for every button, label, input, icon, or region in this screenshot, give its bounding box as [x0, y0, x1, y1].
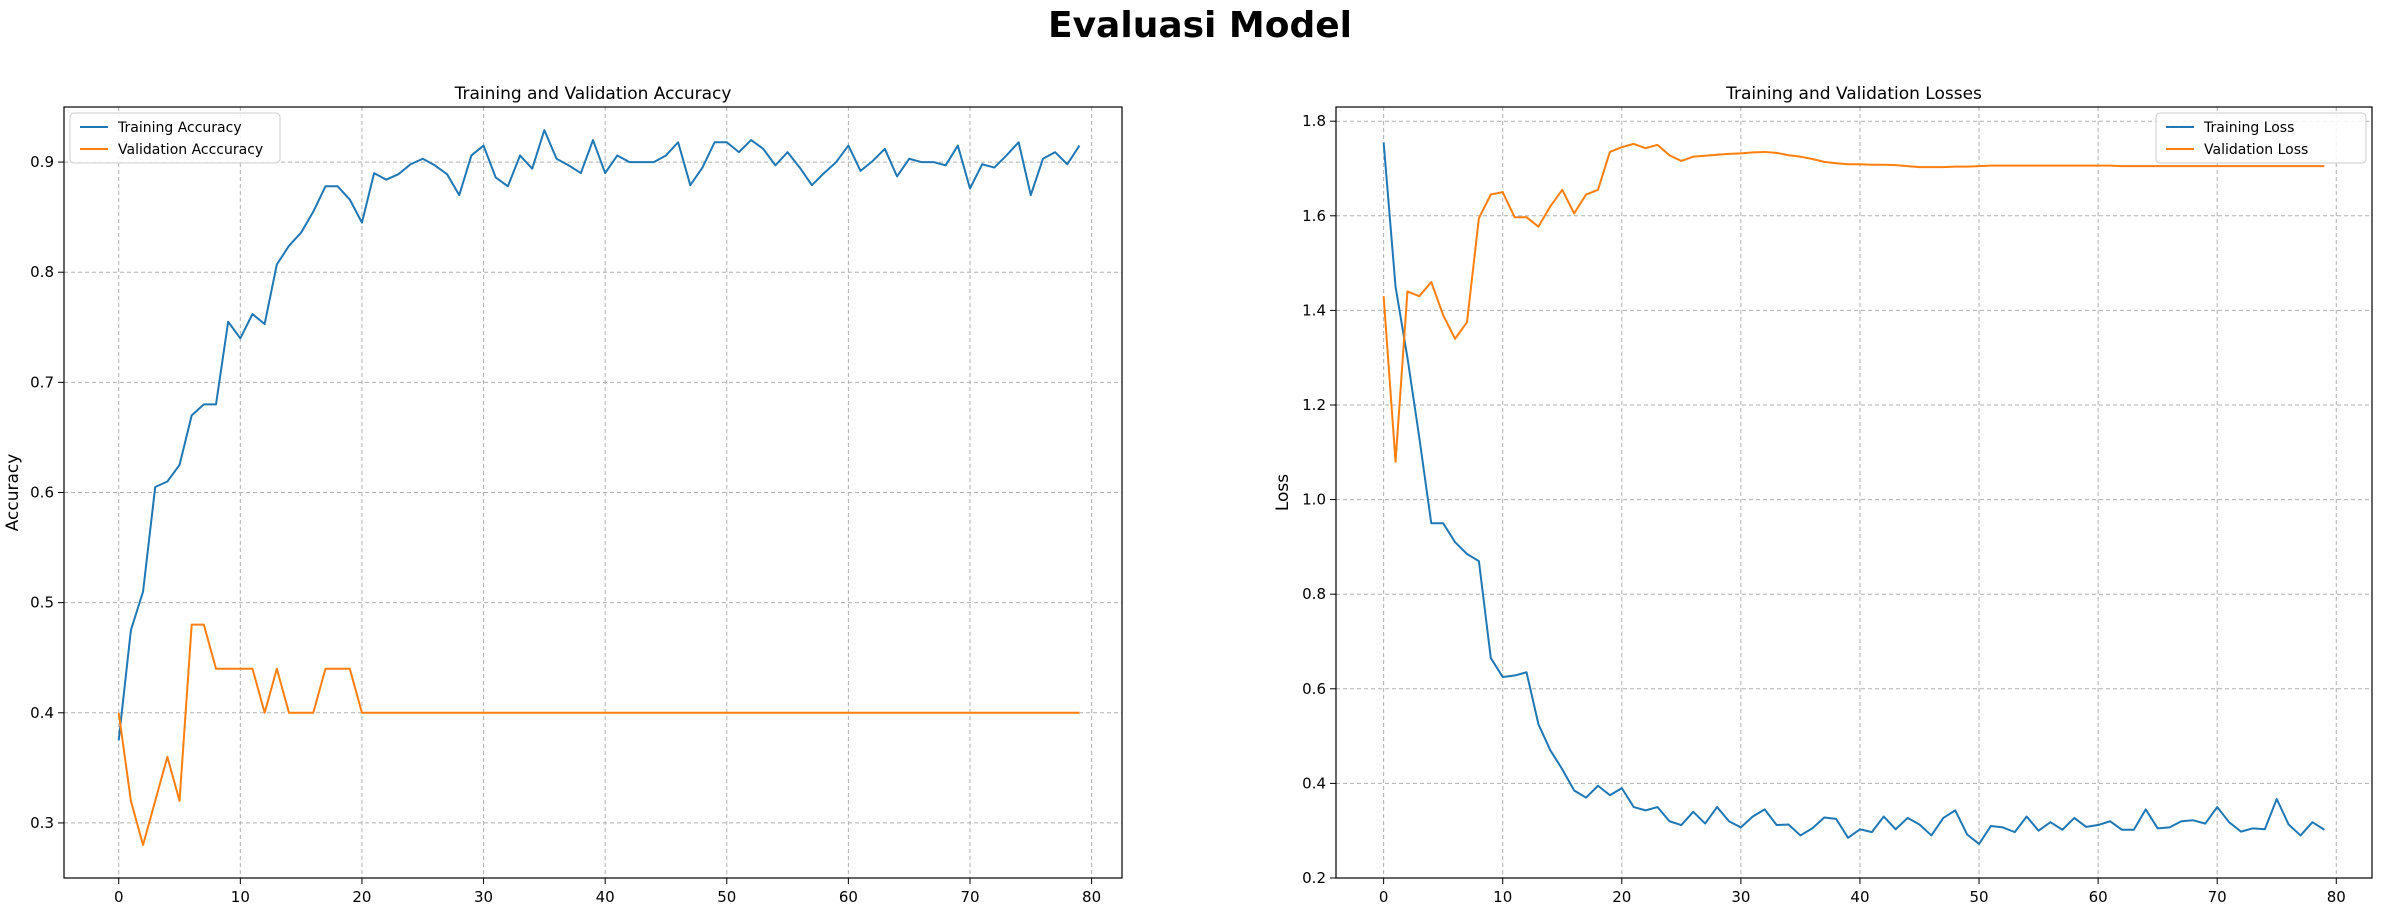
y-tick-label: 0.6: [1302, 680, 1326, 698]
chart-title: Training and Validation Losses: [1725, 84, 1982, 104]
x-tick-label: 70: [2208, 888, 2227, 906]
y-tick-label: 0.7: [30, 373, 54, 391]
y-tick-label: 0.3: [30, 814, 54, 832]
x-tick-label: 0: [1379, 888, 1389, 906]
chart-panel-2: 0 10 20 30 40 50 60 70 80 0.2 0.4 0.6 0.8 1.0 1.2 1.4 1.…: [1273, 84, 2373, 906]
x-tick-label: 10: [231, 888, 250, 906]
figure-title: Evaluasi Model: [1048, 5, 1352, 46]
series-line-validation-loss: [1382, 142, 2325, 463]
y-axis-label: Accuracy: [3, 454, 23, 532]
x-tick-label: 40: [596, 888, 615, 906]
x-tick-label: 60: [839, 888, 858, 906]
axes-frame: [1335, 106, 2373, 879]
y-tick-label: 0.8: [1302, 585, 1326, 603]
x-tick-label: 50: [717, 888, 736, 906]
x-tick-label: 60: [2089, 888, 2108, 906]
legend-label: Validation Loss: [2204, 142, 2308, 158]
legend: Training Accuracy Validation Acccuracy: [69, 112, 281, 164]
legend-label: Training Loss: [2203, 120, 2294, 136]
x-tick-label: 40: [1850, 888, 1869, 906]
x-tick-label: 80: [2327, 888, 2346, 906]
legend: Training Loss Validation Loss: [2155, 112, 2367, 164]
y-tick-label: 1.2: [1302, 396, 1326, 414]
series-line-validation-acccuracy: [117, 623, 1080, 846]
y-axis-label: Loss: [1273, 474, 1293, 511]
x-tick-label: 30: [474, 888, 493, 906]
series-line-training-loss: [1382, 142, 2325, 845]
legend-box: [69, 112, 281, 164]
legend-label: Training Accuracy: [117, 120, 242, 136]
legend-box: [2155, 112, 2367, 164]
x-tick-label: 50: [1969, 888, 1988, 906]
x-tick-label: 80: [1082, 888, 1101, 906]
x-tick-label: 20: [1612, 888, 1631, 906]
y-tick-label: 1.8: [1302, 112, 1326, 130]
series-line-training-accuracy: [117, 129, 1081, 741]
y-tick-label: 1.6: [1302, 207, 1326, 225]
x-tick-label: 30: [1731, 888, 1750, 906]
x-tick-label: 0: [114, 888, 124, 906]
chart-title: Training and Validation Accuracy: [454, 84, 732, 104]
x-tick-label: 20: [352, 888, 371, 906]
x-tick-label: 10: [1493, 888, 1512, 906]
y-tick-label: 0.4: [1302, 774, 1326, 792]
y-tick-label: 1.0: [1302, 491, 1326, 509]
y-tick-label: 0.5: [30, 594, 54, 612]
x-tick-label: 70: [960, 888, 979, 906]
y-tick-label: 0.8: [30, 263, 54, 281]
y-tick-label: 0.9: [30, 153, 54, 171]
y-tick-label: 1.4: [1302, 301, 1326, 319]
y-tick-label: 0.4: [30, 704, 54, 722]
y-tick-label: 0.2: [1302, 869, 1326, 887]
chart-panel-1: 0 10 20 30 40 50 60 70 80 0.3 0.4 0.5 0.6 0.7 0.8 0.9 Tr…: [3, 84, 1123, 906]
legend-label: Validation Acccuracy: [118, 142, 263, 158]
y-tick-label: 0.6: [30, 484, 54, 502]
